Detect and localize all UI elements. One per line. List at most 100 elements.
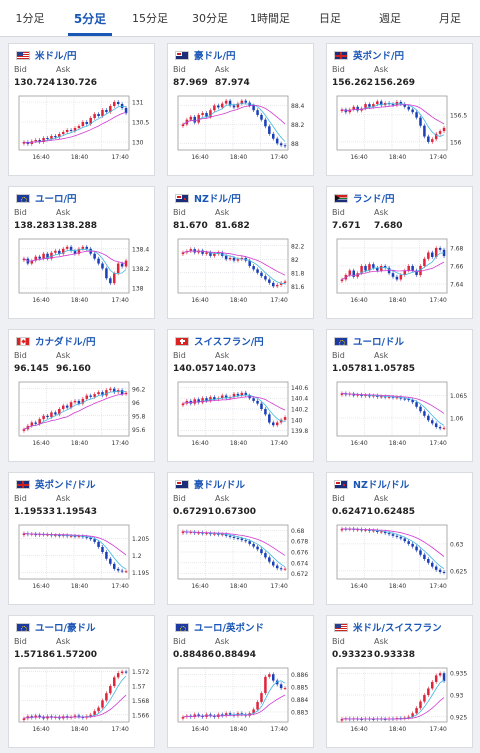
rate-card[interactable]: 豪ドル/ドル Bid 0.67291 Ask 0.67300 0.68 0.678 0.676…	[167, 472, 314, 605]
candle-body	[419, 550, 422, 555]
rate-card[interactable]: ユーロ/円 Bid 138.283 Ask 138.288 138.4 138.2 138 16…	[8, 186, 155, 319]
rate-card[interactable]: ユーロ/豪ドル Bid 1.57186 Ask 1.57200 1.572 1.57 1.56…	[8, 615, 155, 748]
currency-pair-link[interactable]: 豪ドル/ドル	[194, 480, 245, 491]
candle-body	[224, 534, 228, 536]
currency-pair-link[interactable]: カナダドル/円	[35, 337, 96, 348]
rate-card[interactable]: 豪ドル/円 Bid 87.969 Ask 87.974 88.4 88.2 88 16:40 18…	[167, 43, 314, 176]
candle-body	[46, 138, 49, 139]
card-header: スイスフラン/円	[168, 333, 313, 349]
rate-card[interactable]: NZドル/円 Bid 81.670 Ask 81.682 82.2 82 81.8 81.6 16…	[167, 186, 314, 319]
candle-body	[252, 709, 255, 714]
currency-pair-link[interactable]: ユーロ/豪ドル	[35, 623, 96, 634]
candle-body	[431, 562, 434, 567]
tab-4[interactable]: 1時間足	[250, 12, 290, 25]
candle-body	[101, 700, 104, 708]
currency-pair-link[interactable]: NZドル/ドル	[353, 480, 410, 491]
candlestick-svg: 0.68 0.678 0.676 0.674 0.672 16:40 18:40 17:40	[177, 524, 308, 590]
y-tick-label: 96	[132, 400, 140, 407]
tab-5[interactable]: 日足	[319, 12, 341, 25]
candle-body	[189, 116, 193, 120]
candle-body	[427, 415, 430, 421]
currency-pair-link[interactable]: 豪ドル/円	[194, 51, 236, 62]
x-tick-label: 17:40	[430, 440, 447, 447]
candle-body	[116, 568, 120, 571]
candlestick-svg: 96.2 96 95.8 95.6 16:40 18:40 17:40	[18, 381, 146, 447]
candle-body	[58, 250, 61, 254]
ask-label: Ask	[215, 208, 230, 217]
currency-pair-link[interactable]: ユーロ/ドル	[353, 337, 404, 348]
tab-3[interactable]: 30分足	[192, 12, 228, 25]
rate-card[interactable]: NZドル/ドル Bid 0.62471 Ask 0.62485 0.63 0.625 16:4…	[326, 472, 473, 605]
candle-body	[85, 122, 89, 124]
candle-body	[427, 252, 430, 259]
candle-body	[193, 116, 196, 123]
candle-body	[189, 249, 193, 252]
y-tick-label: 1.2	[132, 553, 142, 560]
candle-body	[58, 134, 61, 138]
candle-body	[193, 249, 196, 253]
candle-body	[105, 552, 108, 559]
candle-body	[376, 530, 379, 533]
card-header: ユーロ/ドル	[327, 333, 472, 349]
x-tick-label: 16:40	[32, 726, 49, 733]
candle-body	[399, 275, 403, 280]
currency-pair-link[interactable]: ユーロ/円	[35, 194, 77, 205]
currency-pair-link[interactable]: 英ポンド/ドル	[35, 480, 96, 491]
card-header: ユーロ/円	[9, 190, 154, 206]
candle-body	[240, 100, 244, 104]
candle-body	[113, 388, 116, 393]
candle-body	[181, 124, 185, 127]
candle-body	[275, 422, 279, 426]
rate-card[interactable]: スイスフラン/円 Bid 140.057 Ask 140.073 140.6 140.4 14…	[167, 329, 314, 462]
currency-pair-link[interactable]: 英ポンド/円	[353, 51, 404, 62]
rate-card[interactable]: ユーロ/英ポンド Bid 0.88486 Ask 0.88494 0.886 0.885 0.…	[167, 615, 314, 748]
currency-pair-link[interactable]: スイスフラン/円	[194, 337, 264, 348]
rate-card[interactable]: 米ドル/スイスフラン Bid 0.93323 Ask 0.93338 0.935 0.93 0…	[326, 615, 473, 748]
rate-card[interactable]: ランド/円 Bid 7.671 Ask 7.680 7.68 7.66 7.64 16:40 18…	[326, 186, 473, 319]
y-tick-label: 138.2	[132, 266, 149, 273]
rate-card[interactable]: 英ポンド/円 Bid 156.262 Ask 156.269 156.5 156 16:40 1…	[326, 43, 473, 176]
candle-body	[69, 246, 73, 251]
candle-body	[407, 541, 410, 544]
ask-value: 7.680	[374, 221, 403, 231]
country-flag-icon	[175, 50, 189, 60]
candle-body	[427, 136, 430, 142]
tab-0[interactable]: 1分足	[15, 12, 45, 25]
tab-7[interactable]: 月足	[439, 12, 461, 25]
rate-card[interactable]: 米ドル/円 Bid 130.724 Ask 130.726 131 130.5 130 16:4…	[8, 43, 155, 176]
candle-body	[431, 252, 434, 257]
candle-body	[232, 536, 236, 538]
bid-value: 87.969	[173, 78, 208, 88]
x-tick-label: 18:40	[389, 583, 406, 590]
currency-pair-link[interactable]: 米ドル/スイスフラン	[353, 623, 442, 634]
bid-value: 81.670	[173, 221, 208, 231]
ask-value: 130.726	[56, 78, 97, 88]
candle-body	[399, 536, 403, 539]
candle-body	[113, 677, 116, 686]
tab-6[interactable]: 週足	[379, 12, 401, 25]
candle-body	[205, 113, 208, 117]
candle-body	[97, 114, 100, 116]
candle-body	[348, 109, 352, 113]
ask-label: Ask	[374, 494, 389, 503]
country-flag-icon	[16, 479, 30, 489]
currency-pair-link[interactable]: ユーロ/英ポンド	[194, 623, 264, 634]
currency-pair-link[interactable]: ランド/円	[353, 194, 395, 205]
tab-2[interactable]: 15分足	[132, 12, 168, 25]
currency-pair-link[interactable]: NZドル/円	[194, 194, 241, 205]
candle-body	[85, 536, 89, 538]
candle-body	[120, 390, 124, 395]
rate-card[interactable]: ユーロ/ドル Bid 1.05781 Ask 1.05785 1.065 1.06 16:40…	[326, 329, 473, 462]
currency-pair-link[interactable]: 米ドル/円	[35, 51, 77, 62]
tab-1[interactable]: 5分足	[60, 0, 120, 36]
candle-body	[69, 130, 73, 131]
ask-value: 0.88494	[215, 650, 256, 660]
candle-body	[419, 117, 422, 126]
rate-card[interactable]: 英ポンド/ドル Bid 1.19533 Ask 1.19543 1.205 1.2 1.195…	[8, 472, 155, 605]
candle-body	[379, 266, 383, 271]
y-tick-label: 0.63	[450, 541, 464, 548]
candle-body	[69, 402, 73, 408]
rate-card[interactable]: カナダドル/円 Bid 96.145 Ask 96.160 96.2 96 95.8 95.6 1…	[8, 329, 155, 462]
candle-body	[209, 714, 212, 716]
candle-body	[77, 248, 81, 254]
